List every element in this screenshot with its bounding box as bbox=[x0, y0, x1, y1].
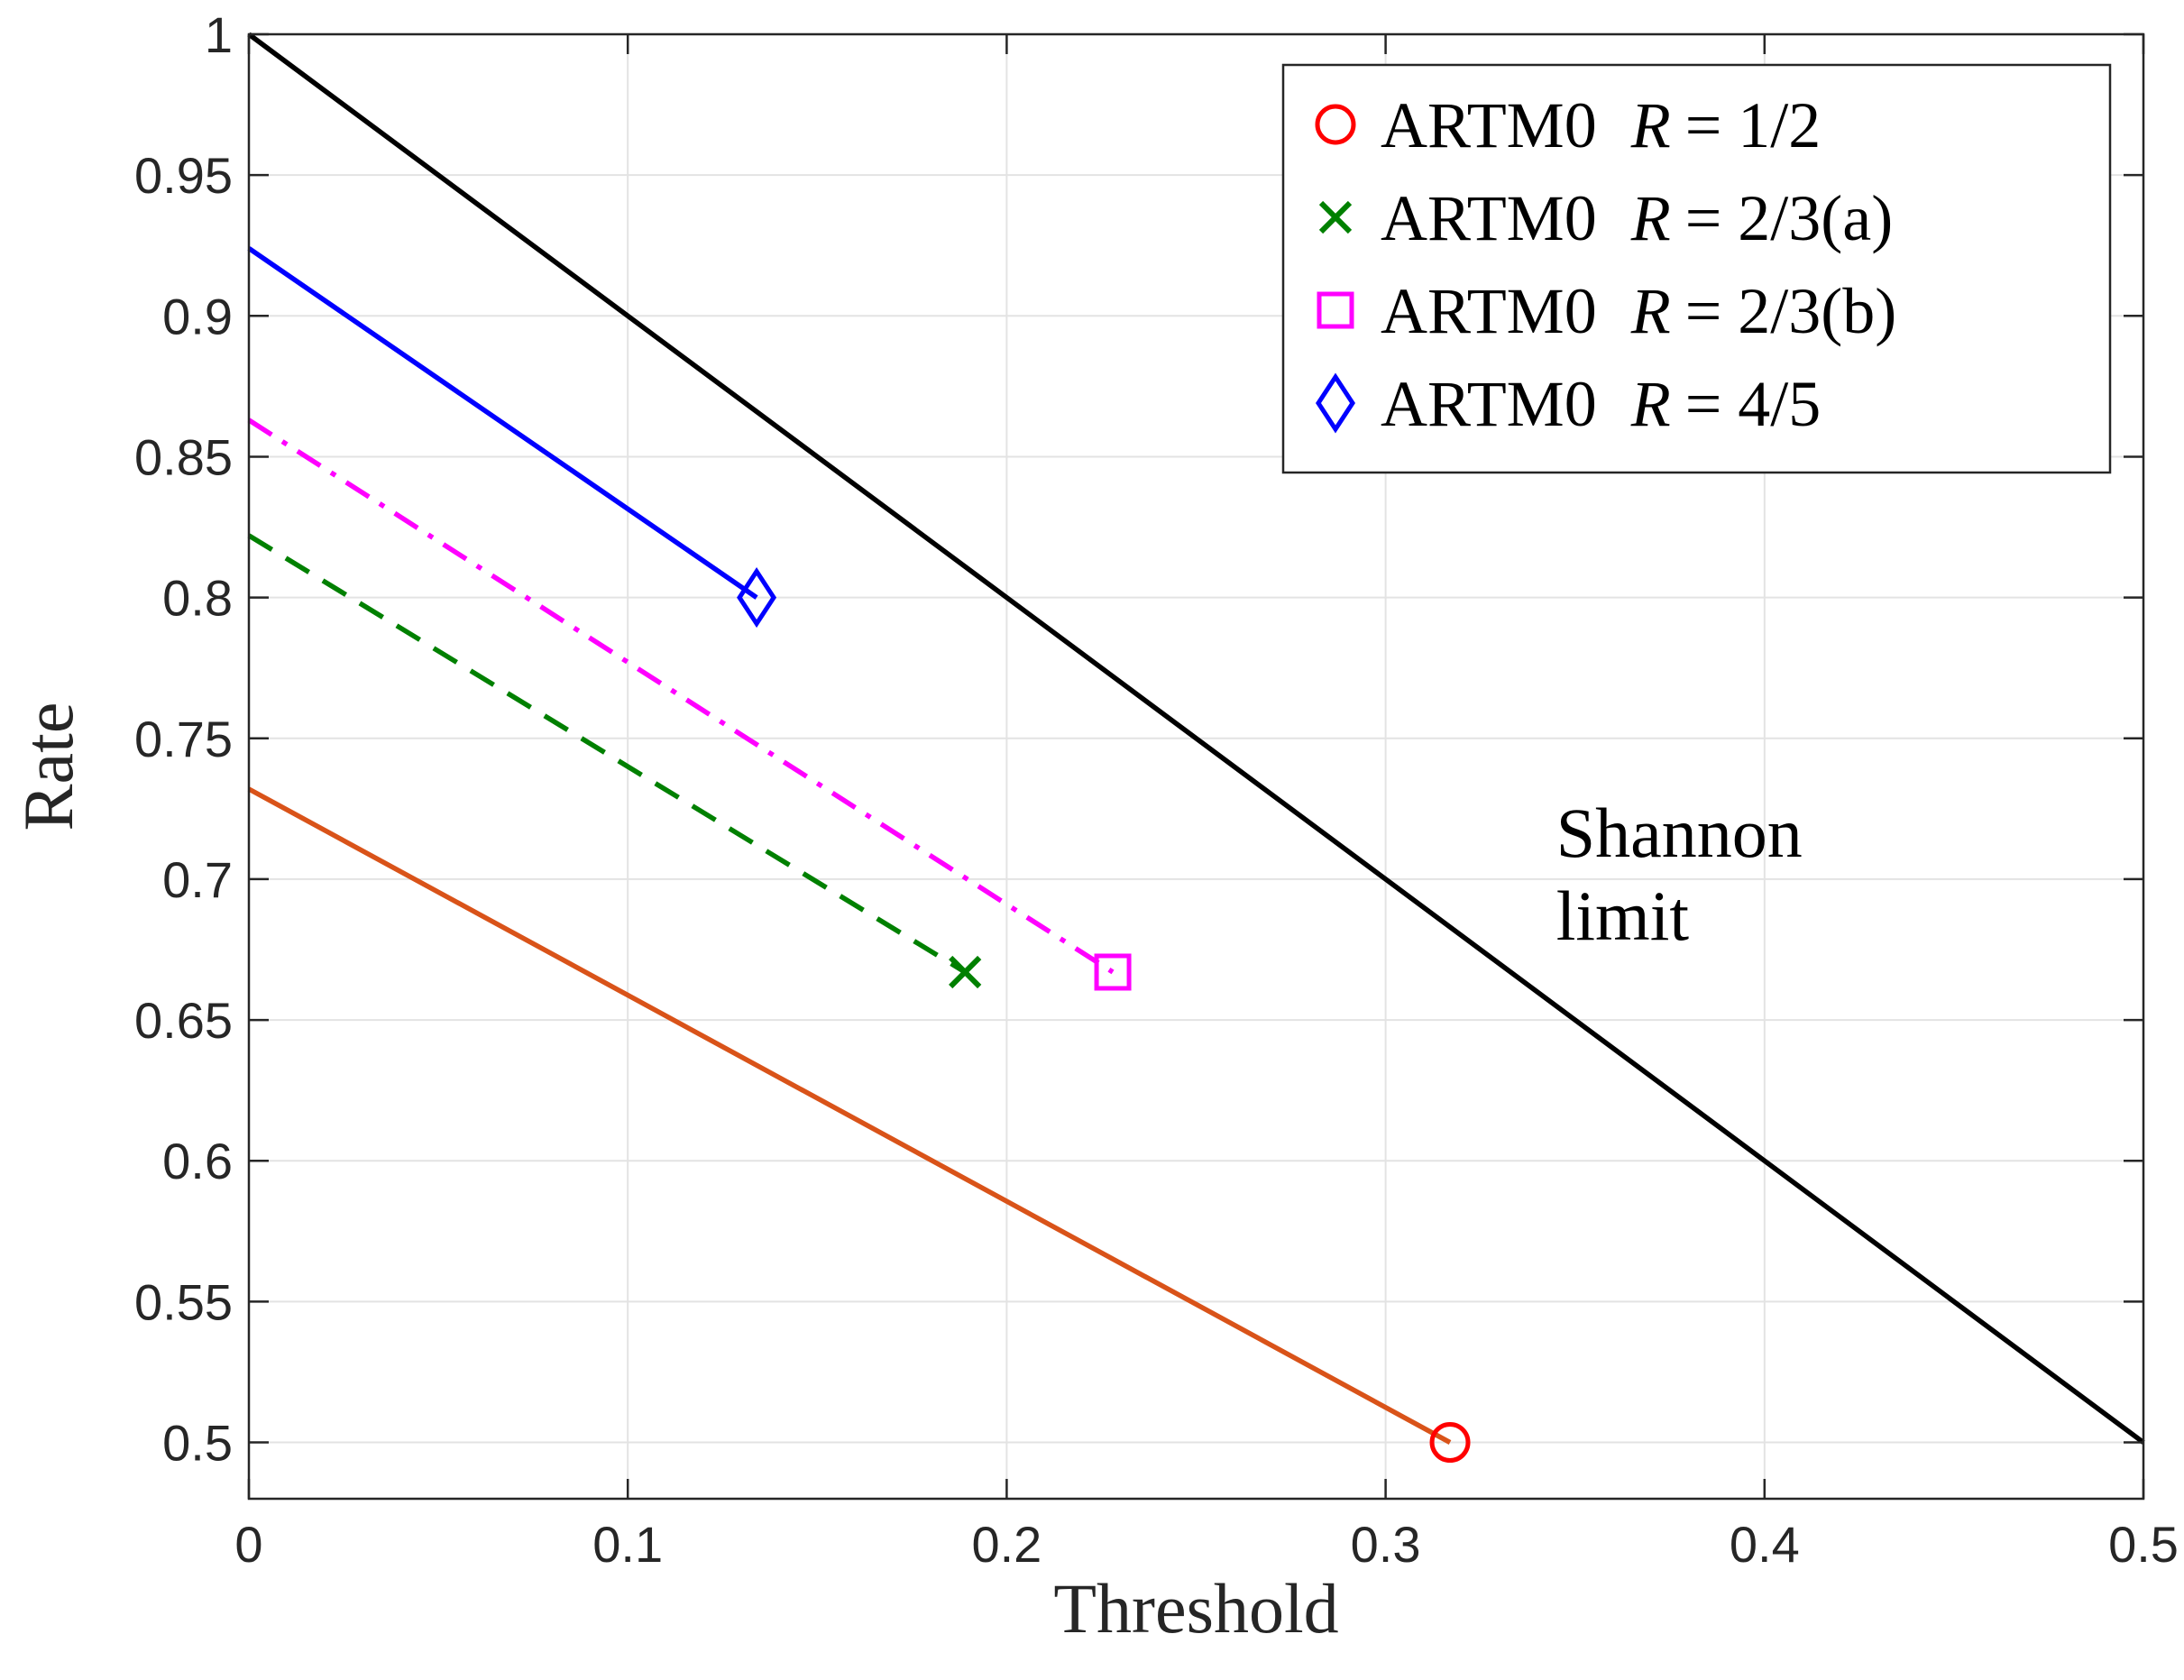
x-axis-title: Threshold bbox=[1053, 1569, 1338, 1648]
legend-label-1: ARTM0 R = 2/3(a) bbox=[1381, 182, 1893, 254]
legend-marker-3 bbox=[1316, 372, 1355, 434]
series-line-1 bbox=[247, 786, 1452, 1445]
series-marker-2 bbox=[949, 955, 982, 989]
x-tick-label-0: 0 bbox=[234, 1516, 262, 1573]
legend-label-0: ARTM0 R = 1/2 bbox=[1381, 89, 1821, 161]
axes-frame bbox=[247, 32, 2145, 1501]
y-tick-label-2: 0.6 bbox=[162, 1133, 233, 1189]
legend-label-2: ARTM0 R = 2/3(b) bbox=[1381, 275, 1896, 347]
x-tick-label-3: 0.3 bbox=[1351, 1516, 1421, 1573]
legend-label-value-0: = 1/2 bbox=[1685, 89, 1822, 161]
series-marker-2-stroke-b bbox=[949, 955, 982, 989]
x-tick-label-1: 0.1 bbox=[592, 1516, 663, 1573]
legend-label-value-1: = 2/3(a) bbox=[1685, 182, 1894, 254]
y-tick-label-6: 0.8 bbox=[162, 570, 233, 627]
legend-label-prefix-2: ARTM0 bbox=[1381, 275, 1613, 347]
y-tick-label-5: 0.75 bbox=[134, 711, 233, 767]
series-lines bbox=[247, 32, 2145, 1445]
series-line-0 bbox=[247, 32, 2145, 1445]
y-tick-label-3: 0.65 bbox=[134, 992, 233, 1049]
legend-label-var-0: R bbox=[1630, 89, 1671, 161]
axis-ticks bbox=[247, 32, 2145, 1499]
y-tick-label-0: 0.5 bbox=[162, 1415, 233, 1472]
y-tick-label-8: 0.9 bbox=[162, 288, 233, 344]
legend-label-prefix-0: ARTM0 bbox=[1381, 89, 1613, 161]
shannon-limit-annotation: Shannon limit bbox=[1556, 794, 1803, 955]
x-tick-label-4: 0.4 bbox=[1730, 1516, 1800, 1573]
legend-label-3: ARTM0 R = 4/5 bbox=[1381, 368, 1821, 440]
legend-label-prefix-1: ARTM0 bbox=[1381, 182, 1613, 254]
tick-labels: 0 0.1 0.2 0.3 0.4 0.5 0.5 0.55 0.6 0.65 0.7 0.75 0.8… bbox=[134, 6, 2179, 1573]
legend-label-value-3: = 4/5 bbox=[1685, 368, 1822, 440]
x-tick-label-2: 0.2 bbox=[971, 1516, 1042, 1573]
legend-label-var-3: R bbox=[1630, 368, 1671, 440]
y-tick-label-10: 1 bbox=[205, 6, 233, 63]
legend-label-var-1: R bbox=[1630, 182, 1671, 254]
legend-marker-1 bbox=[1318, 200, 1353, 234]
x-tick-label-5: 0.5 bbox=[2108, 1516, 2179, 1573]
series-marker-4 bbox=[737, 567, 777, 629]
series-markers bbox=[737, 567, 1471, 1464]
series-line-2 bbox=[247, 533, 967, 975]
legend-marker-2 bbox=[1317, 291, 1354, 329]
series-marker-3 bbox=[1094, 953, 1132, 991]
y-tick-label-9: 0.95 bbox=[134, 147, 233, 204]
legend-marker-0 bbox=[1315, 104, 1356, 145]
legend-label-var-2: R bbox=[1630, 275, 1671, 347]
legend-label-value-2: = 2/3(b) bbox=[1685, 275, 1897, 347]
legend-label-prefix-3: ARTM0 bbox=[1381, 368, 1613, 440]
annotation-line-limit: limit bbox=[1556, 877, 1690, 955]
y-axis-title: Rate bbox=[9, 702, 87, 831]
legend-marker-1-stroke-b bbox=[1318, 200, 1353, 234]
y-tick-label-7: 0.85 bbox=[134, 428, 233, 485]
series-marker-1 bbox=[1429, 1422, 1471, 1464]
series-line-4 bbox=[247, 246, 758, 600]
legend-box bbox=[1281, 63, 2112, 474]
annotation-line-shannon: Shannon bbox=[1556, 794, 1803, 872]
y-tick-label-4: 0.7 bbox=[162, 851, 233, 908]
y-tick-label-1: 0.55 bbox=[134, 1273, 233, 1330]
